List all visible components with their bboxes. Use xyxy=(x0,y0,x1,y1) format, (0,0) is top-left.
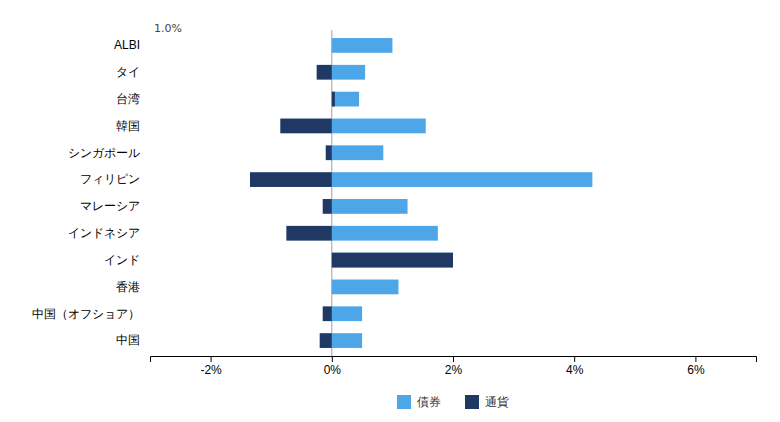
bar xyxy=(332,280,399,295)
bar xyxy=(332,65,365,80)
x-tick-mark xyxy=(695,356,696,362)
y-tick: 中国 xyxy=(116,333,140,347)
x-tick-label: 0% xyxy=(324,363,342,377)
y-tick-label: シンガポール xyxy=(68,146,140,160)
legend-label: 通貨 xyxy=(485,395,509,409)
bar xyxy=(323,199,332,214)
bar xyxy=(332,253,453,268)
y-tick: 台湾 xyxy=(116,92,140,106)
plot: -2% 0% 2% 4% 6% ALBI タイ台湾韓国シンガポールフィリピンマレーシアインド… xyxy=(32,22,757,376)
y-tick: インド xyxy=(104,253,140,267)
x-tick-mark xyxy=(574,356,575,362)
bar xyxy=(331,280,332,295)
y-tick: 香港 xyxy=(116,280,140,294)
x-tick-label: 4% xyxy=(566,363,584,377)
y-tick-label: 中国（オフショア） xyxy=(32,307,140,321)
y-tick-label: ALBI xyxy=(114,38,140,52)
series xyxy=(332,38,593,348)
chart: -2% 0% 2% 4% 6% ALBI タイ台湾韓国シンガポールフィリピンマレーシアインド… xyxy=(0,0,780,422)
bar xyxy=(317,65,332,80)
legend: 債券 通貨 xyxy=(397,395,509,409)
bar xyxy=(332,38,393,53)
bar xyxy=(250,172,332,187)
y-tick: 中国（オフショア） xyxy=(32,307,140,321)
x-tick-label: -2% xyxy=(200,363,222,377)
bar xyxy=(332,253,453,268)
x-tick-mark xyxy=(332,356,333,362)
y-tick-label: インド xyxy=(104,253,140,267)
bar xyxy=(332,226,438,241)
bar xyxy=(280,119,332,134)
x-tick-mark xyxy=(211,356,212,362)
x-tick: 4% xyxy=(566,356,584,377)
bar xyxy=(320,333,332,348)
y-tick: ALBI xyxy=(114,38,140,52)
y-tick: マレーシア xyxy=(80,199,140,213)
legend-swatch xyxy=(465,395,479,409)
bar xyxy=(332,92,359,107)
x-tick: 2% xyxy=(445,356,463,377)
bar xyxy=(332,199,408,214)
y-tick: シンガポール xyxy=(68,146,140,160)
y-tick: 韓国 xyxy=(116,119,140,133)
bar xyxy=(286,226,331,241)
legend-label: 債券 xyxy=(417,395,441,409)
y-tick-label: 中国 xyxy=(116,333,140,347)
bar xyxy=(332,119,426,134)
x-tick-label: 2% xyxy=(445,363,463,377)
bars xyxy=(250,38,592,348)
legend-swatch xyxy=(397,395,411,409)
y-tick: インドネシア xyxy=(68,226,140,240)
bar xyxy=(332,145,384,160)
x-axis-line xyxy=(151,357,757,363)
bar xyxy=(332,333,362,348)
x-tick-label: 6% xyxy=(687,363,705,377)
bar xyxy=(332,306,362,321)
legend-item: 通貨 xyxy=(465,395,509,409)
x-tick: 6% xyxy=(687,356,705,377)
x-axis: -2% 0% 2% 4% 6% xyxy=(151,356,757,377)
y-axis: ALBI タイ台湾韓国シンガポールフィリピンマレーシアインドネシアインド香港中国（… xyxy=(32,38,140,347)
series xyxy=(250,65,453,348)
y-tick-label: 韓国 xyxy=(116,119,140,133)
y-tick-label: タイ xyxy=(116,65,140,79)
y-tick-label: マレーシア xyxy=(80,199,140,213)
x-tick: -2% xyxy=(200,356,222,377)
y-tick: フィリピン xyxy=(80,172,140,186)
y-tick-label: 香港 xyxy=(116,280,140,294)
legend-item: 債券 xyxy=(397,395,441,409)
bar xyxy=(326,145,332,160)
x-tick-mark xyxy=(453,356,454,362)
bar xyxy=(323,306,332,321)
bar xyxy=(331,38,332,53)
bar xyxy=(332,172,593,187)
x-tick: 0% xyxy=(324,356,342,377)
y-tick-label: 台湾 xyxy=(116,92,140,106)
y-tick-label: インドネシア xyxy=(68,226,140,240)
y-tick: タイ xyxy=(116,65,140,79)
annotation: 1.0% xyxy=(154,22,182,35)
bar xyxy=(332,92,335,107)
y-tick-label: フィリピン xyxy=(80,172,140,186)
